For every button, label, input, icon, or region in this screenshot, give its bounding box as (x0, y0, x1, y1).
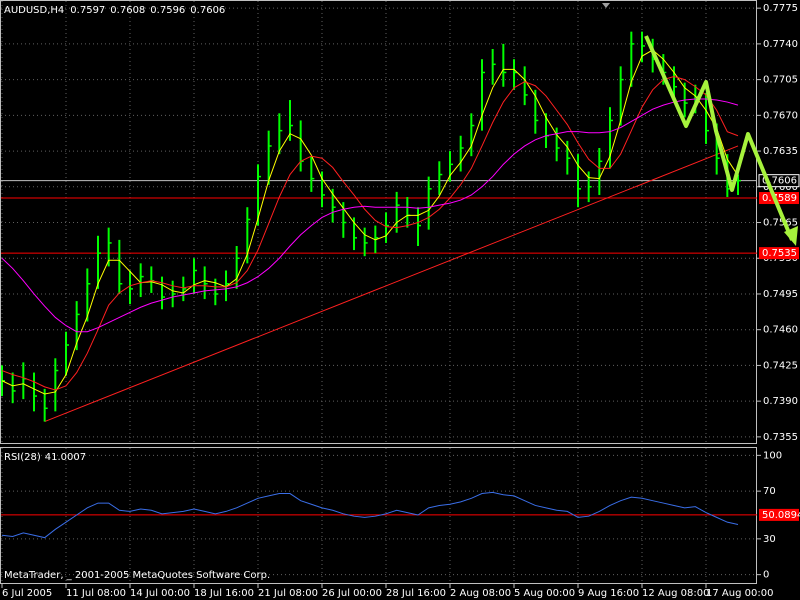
x-tick-label: 9 Aug 16:00 (578, 588, 639, 599)
y-tick-label: 0.7390 (763, 396, 798, 407)
ohlc-value: 0.7606 (190, 5, 225, 16)
x-tick-label: 28 Jul 16:00 (386, 588, 446, 599)
footer: MetaTrader, _ 2001-2005 MetaQuotes Softw… (4, 570, 270, 581)
y-tick-label: 0.7670 (763, 110, 798, 121)
y-tick-label: 70 (763, 486, 776, 497)
y-tick-label: 0.7355 (763, 432, 798, 443)
y-tick-label: 0.7705 (763, 75, 798, 86)
trendline (44, 145, 739, 423)
y-tick-label: 0.7635 (763, 146, 798, 157)
x-tick-label: 17 Aug 00:00 (706, 588, 773, 599)
moving-average (1, 76, 739, 391)
forecast-arrow (644, 35, 794, 241)
x-tick-label: 6 Jul 2005 (2, 588, 52, 599)
y-tick-label: 0.7740 (763, 39, 798, 50)
level-label: 0.7535 (762, 248, 797, 259)
y-tick-label: 100 (763, 450, 782, 461)
shift-marker (602, 3, 610, 8)
y-tick-label: 0.7460 (763, 325, 798, 336)
rsi-line (1, 491, 739, 539)
x-tick-label: 2 Aug 08:00 (450, 588, 511, 599)
x-tick-label: 26 Jul 00:00 (322, 588, 382, 599)
ohlc-value: 0.7597 (70, 5, 105, 16)
x-tick-label: 5 Aug 00:00 (514, 588, 575, 599)
moving-average (1, 49, 739, 395)
y-tick-label: 0.7600 (763, 182, 798, 193)
y-tick-label: 0.7775 (763, 3, 798, 14)
level-label: 50.0894 (762, 510, 800, 521)
ohlc-value: 0.7596 (150, 5, 185, 16)
main-frame (0, 0, 757, 444)
forecast-arrowhead (784, 226, 798, 246)
x-tick-label: 21 Jul 08:00 (258, 588, 318, 599)
last-price-label: 0.7606 (762, 176, 797, 187)
y-tick-label: 0.7425 (763, 360, 798, 371)
y-tick-label: 0.7495 (763, 289, 798, 300)
ohlc-value: 0.7608 (110, 5, 145, 16)
level-label-box (759, 247, 799, 260)
moving-average (1, 98, 739, 333)
y-tick-label: 0 (763, 570, 769, 581)
level-label-box (759, 192, 799, 205)
y-tick-label: 30 (763, 534, 776, 545)
y-tick-label: 0.7565 (763, 218, 798, 229)
rsi-frame (0, 447, 757, 584)
level-label: 0.7589 (762, 193, 797, 204)
x-tick-label: 11 Jul 08:00 (66, 588, 126, 599)
x-tick-label: 18 Jul 16:00 (194, 588, 254, 599)
level-label-box (759, 508, 799, 521)
x-tick-label: 12 Aug 08:00 (642, 588, 709, 599)
chart-title: AUDUSD,H4 (4, 5, 64, 16)
x-tick-label: 14 Jul 00:00 (130, 588, 190, 599)
indicator-value: 41.0007 (45, 452, 86, 463)
indicator-title: RSI(28) (4, 452, 41, 463)
